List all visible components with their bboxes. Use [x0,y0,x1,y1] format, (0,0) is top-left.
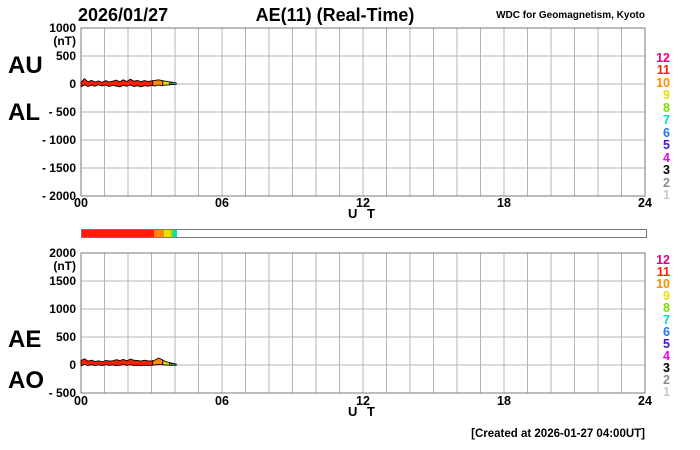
data-trace-segment [171,81,177,86]
legend-hour-label: 5 [663,337,670,351]
legend-hour-label: 2 [663,373,670,387]
side-label-ao: AO [8,367,44,394]
data-trace-segment [80,78,154,88]
legend-hour-label: 12 [656,253,670,267]
x-tick-label: 12 [356,394,370,408]
legend-hour-label: 8 [663,100,670,115]
data-trace-segment [152,79,164,87]
data-trace-segment [162,359,171,366]
legend-hour-label: 10 [656,75,670,90]
bar-segment [163,230,171,237]
side-label-au: AU [8,52,43,79]
y-tick-label: - 1500 [41,161,76,175]
bar-segment [172,230,178,237]
bar-segment [82,230,154,237]
legend-hour-label: 10 [656,277,670,291]
legend-hour-label: 11 [656,63,670,78]
unit-label-top: (nT) [53,34,76,48]
plot-title: AE(11) (Real-Time) [255,5,415,25]
y-tick-label: 500 [55,330,76,344]
y-tick-label: - 500 [48,105,76,119]
legend-hour-label: 7 [663,113,670,128]
side-label-al: AL [8,99,40,126]
plot-frame [80,252,646,394]
y-tick-label: 500 [55,49,76,63]
x-tick-label: 18 [497,394,511,408]
legend-hour-label: 1 [663,187,670,202]
legend-hour-label: 7 [663,313,670,327]
y-tick-label: 1500 [49,274,76,288]
x-tick-label: 24 [638,394,652,408]
legend-hour-label: 2 [663,175,670,190]
data-trace-segment [162,80,171,87]
x-tick-label: 12 [356,196,370,210]
x-tick-label: 18 [497,196,511,210]
legend-hour-label: 3 [663,163,670,178]
x-axis-label-bottom: U T [348,404,378,419]
data-trace-segment [80,358,154,367]
organization-label: WDC for Geomagnetism, Kyoto [496,10,645,21]
y-tick-label: - 2000 [41,189,76,203]
bar-segment [170,230,173,237]
side-label-ae: AE [8,326,42,353]
legend-hour-label: 8 [663,301,670,315]
legend-hour-label: 5 [663,138,670,153]
data-availability-bar [81,229,647,238]
x-tick-label: 00 [74,196,88,210]
legend-hour-label: 4 [663,349,670,363]
bar-segment [153,230,164,237]
x-tick-label: 06 [215,394,229,408]
legend-hour-label: 9 [663,289,670,303]
x-tick-label: 06 [215,196,229,210]
x-tick-label: 00 [74,394,88,408]
legend-hour-label: 11 [656,265,670,279]
legend-hour-label: 1 [663,385,670,399]
legend-hour-label: 3 [663,361,670,375]
legend-hour-label: 12 [656,51,670,65]
unit-label-bottom: (nT) [53,259,76,273]
y-tick-label: - 500 [48,386,76,400]
x-axis-label-top: U T [348,206,378,221]
legend-hour-label: 9 [663,88,670,103]
legend-hour-label: 4 [663,150,670,165]
y-tick-label: 0 [69,77,76,91]
y-tick-label: 0 [69,358,76,372]
y-tick-label: 1000 [49,21,76,35]
legend-hour-label: 6 [663,125,670,140]
x-tick-label: 24 [638,196,652,210]
y-tick-label: 2000 [49,246,76,260]
data-trace-segment [152,357,164,366]
y-tick-label: - 1000 [41,133,76,147]
y-tick-label: 1000 [49,302,76,316]
data-trace-segment [171,362,177,366]
plot-date: 2026/01/27 [78,5,169,25]
plot-frame [80,27,646,197]
legend-hour-label: 6 [663,325,670,339]
created-at-label: [Created at 2026-01-27 04:00UT] [471,428,645,440]
